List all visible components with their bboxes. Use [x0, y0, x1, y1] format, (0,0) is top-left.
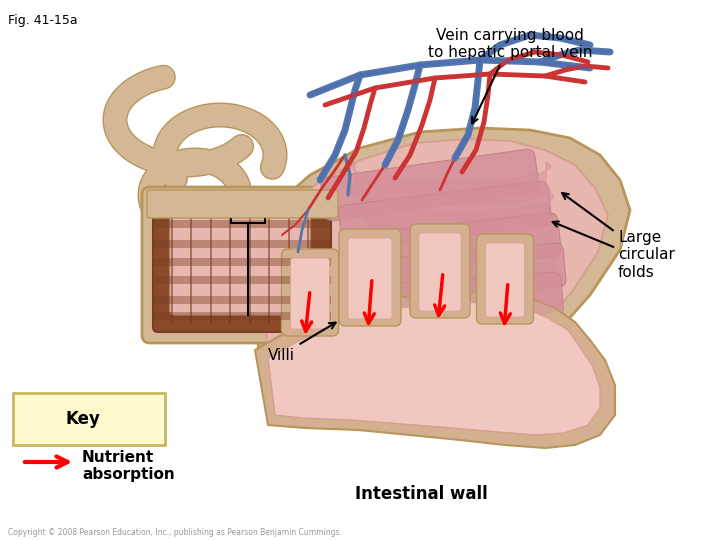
FancyBboxPatch shape	[355, 213, 561, 277]
FancyBboxPatch shape	[153, 276, 331, 284]
FancyBboxPatch shape	[419, 233, 461, 311]
FancyBboxPatch shape	[153, 312, 331, 320]
Text: Key: Key	[66, 410, 100, 428]
FancyBboxPatch shape	[477, 234, 534, 324]
FancyBboxPatch shape	[290, 258, 330, 329]
FancyBboxPatch shape	[13, 393, 165, 445]
Text: Nutrient
absorption: Nutrient absorption	[82, 450, 175, 482]
FancyBboxPatch shape	[153, 258, 331, 266]
FancyBboxPatch shape	[370, 244, 566, 303]
FancyBboxPatch shape	[321, 149, 539, 221]
Polygon shape	[255, 128, 630, 410]
Text: Villi: Villi	[268, 322, 336, 362]
Text: Intestinal wall: Intestinal wall	[355, 485, 487, 503]
FancyBboxPatch shape	[485, 243, 524, 317]
FancyBboxPatch shape	[282, 249, 338, 336]
FancyBboxPatch shape	[170, 215, 310, 315]
Polygon shape	[268, 302, 600, 435]
FancyBboxPatch shape	[153, 220, 331, 228]
FancyBboxPatch shape	[338, 181, 552, 249]
FancyBboxPatch shape	[142, 187, 343, 343]
FancyBboxPatch shape	[410, 224, 470, 318]
FancyBboxPatch shape	[147, 190, 338, 218]
Text: Large
circular
folds: Large circular folds	[562, 193, 675, 280]
Text: Fig. 41-15a: Fig. 41-15a	[8, 14, 78, 27]
FancyBboxPatch shape	[153, 240, 331, 248]
FancyBboxPatch shape	[348, 238, 392, 319]
Text: Vein carrying blood
to hepatic portal vein: Vein carrying blood to hepatic portal ve…	[428, 28, 593, 124]
Text: Muscle layers: Muscle layers	[143, 295, 238, 309]
Text: Copyright © 2008 Pearson Education, Inc., publishing as Pearson Benjamin Cumming: Copyright © 2008 Pearson Education, Inc.…	[8, 528, 342, 537]
Polygon shape	[255, 292, 615, 448]
FancyBboxPatch shape	[153, 198, 331, 332]
FancyBboxPatch shape	[153, 296, 331, 304]
Polygon shape	[265, 139, 608, 404]
FancyBboxPatch shape	[339, 229, 401, 326]
FancyBboxPatch shape	[381, 272, 563, 328]
